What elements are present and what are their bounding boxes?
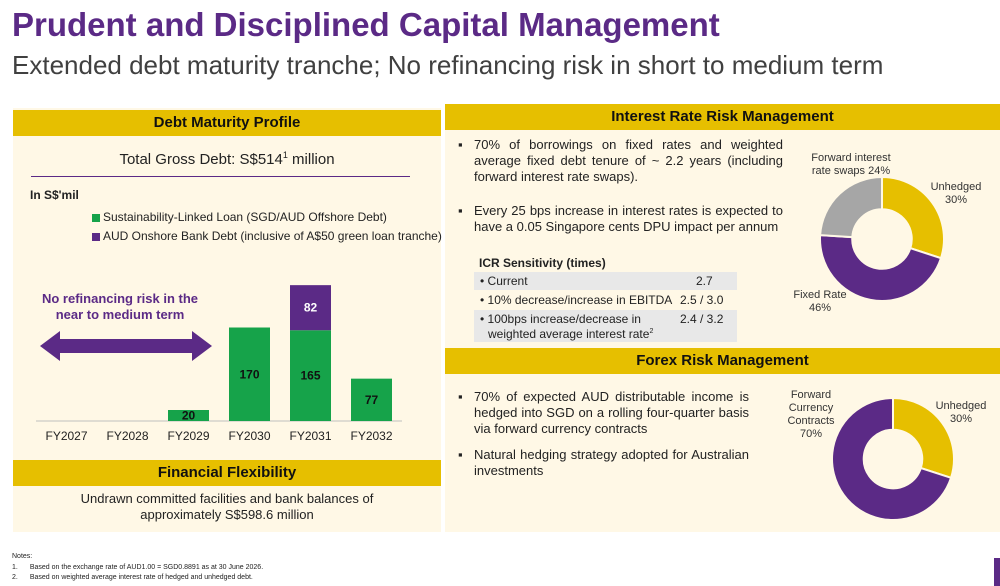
icr-row-current: • Current 2.7 xyxy=(474,272,737,290)
bar-data-label: 170 xyxy=(239,367,259,381)
icr-row-value: 2.4 / 3.2 xyxy=(680,312,724,326)
notes-heading: Notes: xyxy=(12,553,33,560)
bar-FY2032-series-0 xyxy=(351,378,392,421)
financial-flexibility-line1: Undrawn committed facilities and bank ba… xyxy=(80,491,374,506)
pie-label-swaps: Forward interest rate swaps 24% xyxy=(803,152,899,178)
pie-label-unhedged-line1: Unhedged xyxy=(930,181,982,193)
interest-bullet-2: Every 25 bps increase in interest rates … xyxy=(458,203,783,235)
icr-title: ICR Sensitivity (times) xyxy=(479,256,606,270)
pie-label-swaps-line1: Forward interest xyxy=(811,152,891,164)
icr-row-label: • 10% decrease/increase in EBITDA xyxy=(480,293,673,307)
pie-label-forex-unhedged: Unhedged 30% xyxy=(930,400,992,426)
x-tick-label: FY2031 xyxy=(289,429,331,443)
note-1-number: 1. xyxy=(12,564,18,571)
legend-green: Sustainability-Linked Loan (SGD/AUD Offs… xyxy=(92,210,387,224)
bar-data-label: 82 xyxy=(304,301,318,315)
debt-maturity-chart: FY2027 FY2028 20 FY2029 170 FY2030 165 82 FY2031… xyxy=(36,285,402,443)
note-1: 1. Based on the exchange rate of AUD1.00 … xyxy=(12,564,263,571)
interest-bullet-1: 70% of borrowings on fixed rates and wei… xyxy=(458,137,783,185)
icr-row-label: • 100bps increase/decrease in xyxy=(480,312,641,326)
legend-purple-swatch xyxy=(92,232,100,241)
no-refinancing-text: No refinancing risk in the near to mediu… xyxy=(40,291,200,323)
pie-label-unhedged: Unhedged 30% xyxy=(925,181,987,207)
page-title: Prudent and Disciplined Capital Manageme… xyxy=(12,6,720,43)
slice-unhedged xyxy=(892,396,955,480)
forex-bullet-1: 70% of expected AUD distributable income… xyxy=(458,389,749,437)
bar-FY2031-series-0 xyxy=(290,330,331,421)
legend-purple: AUD Onshore Bank Debt (inclusive of A$50… xyxy=(92,229,442,243)
pie-label-forward-contracts: Forward Currency Contracts 70% xyxy=(773,389,849,441)
forex-bullet-2: Natural hedging strategy adopted for Aus… xyxy=(458,447,749,479)
financial-flexibility-line2: approximately S$598.6 million xyxy=(140,507,314,522)
bar-FY2031-series-1 xyxy=(290,285,331,331)
pie-label-fwd-line1: Forward xyxy=(790,389,832,401)
pie-label-fwd-line4: 70% xyxy=(799,428,823,440)
pie-label-fwd-line3: Contracts xyxy=(787,415,835,427)
forex-donut-chart xyxy=(831,396,955,521)
slice-forward-interest-rate-swaps xyxy=(819,175,883,239)
pie-label-swaps-line2: rate swaps 24% xyxy=(811,165,891,177)
bar-FY2030-series-0 xyxy=(229,327,270,421)
bar-data-label: 20 xyxy=(182,409,196,423)
icr-row-ebitda: • 10% decrease/increase in EBITDA 2.5 / … xyxy=(474,291,737,309)
pie-label-forex-unhedged-line2: 30% xyxy=(949,413,973,425)
icr-row-label-2: weighted average interest rate2 xyxy=(488,327,653,341)
pie-label-fixed-line2: 46% xyxy=(808,302,832,314)
pie-label-fwd-line2: Currency xyxy=(788,402,834,414)
interest-rate-heading: Interest Rate Risk Management xyxy=(445,104,1000,130)
no-refinancing-line1: No refinancing risk in the xyxy=(41,291,199,306)
slice-forward-currency-contracts xyxy=(831,396,953,521)
icr-row-label-2-text: weighted average interest rate xyxy=(488,327,650,341)
page-subtitle: Extended debt maturity tranche; No refin… xyxy=(12,50,884,80)
pie-label-fixed: Fixed Rate 46% xyxy=(788,289,852,315)
unit-label: In S$'mil xyxy=(30,188,79,202)
x-tick-label: FY2030 xyxy=(228,429,270,443)
double-arrow-icon xyxy=(40,331,212,361)
total-gross-debt-suffix: million xyxy=(287,151,335,168)
note-2-text: Based on weighted average interest rate … xyxy=(29,574,253,581)
total-divider xyxy=(31,176,410,177)
pie-label-unhedged-line2: 30% xyxy=(944,194,968,206)
financial-flexibility-text: Undrawn committed facilities and bank ba… xyxy=(13,491,441,523)
debt-maturity-heading: Debt Maturity Profile xyxy=(13,110,441,136)
forex-heading: Forex Risk Management xyxy=(445,348,1000,374)
interest-rate-donut-chart xyxy=(819,175,945,302)
page-corner-marker xyxy=(994,558,1000,586)
pie-label-fixed-line1: Fixed Rate xyxy=(793,289,847,301)
note-2-number: 2. xyxy=(12,574,18,581)
pie-label-forex-unhedged-line1: Unhedged xyxy=(935,400,987,412)
bar-FY2029-series-0 xyxy=(168,410,209,421)
icr-row-interest-rate: • 100bps increase/decrease in weighted a… xyxy=(474,310,737,342)
no-refinancing-line2: near to medium term xyxy=(55,307,185,322)
icr-row-value: 2.5 / 3.0 xyxy=(680,293,724,307)
total-gross-debt-label: Total Gross Debt: S$514 xyxy=(119,151,283,168)
legend-green-swatch xyxy=(92,213,100,222)
x-tick-label: FY2032 xyxy=(350,429,392,443)
note-2: 2. Based on weighted average interest rat… xyxy=(12,574,253,581)
x-tick-label: FY2027 xyxy=(45,429,87,443)
bar-data-label: 165 xyxy=(300,369,320,383)
legend-green-label: Sustainability-Linked Loan (SGD/AUD Offs… xyxy=(103,210,387,224)
note-1-text: Based on the exchange rate of AUD1.00 = … xyxy=(29,564,264,571)
icr-row-value: 2.7 xyxy=(696,274,713,288)
slice-unhedged xyxy=(881,175,945,260)
bar-data-label: 77 xyxy=(365,393,379,407)
financial-flexibility-heading: Financial Flexibility xyxy=(13,460,441,486)
legend-purple-label: AUD Onshore Bank Debt (inclusive of A$50… xyxy=(103,229,442,243)
footnote-ref-2: 2 xyxy=(649,328,654,335)
x-tick-label: FY2029 xyxy=(167,429,209,443)
icr-row-label: • Current xyxy=(480,274,528,288)
footnote-ref-1: 1 xyxy=(282,150,288,160)
slice-fixed-rate xyxy=(819,234,943,302)
x-tick-label: FY2028 xyxy=(106,429,148,443)
total-gross-debt: Total Gross Debt: S$5141 million xyxy=(13,150,441,168)
